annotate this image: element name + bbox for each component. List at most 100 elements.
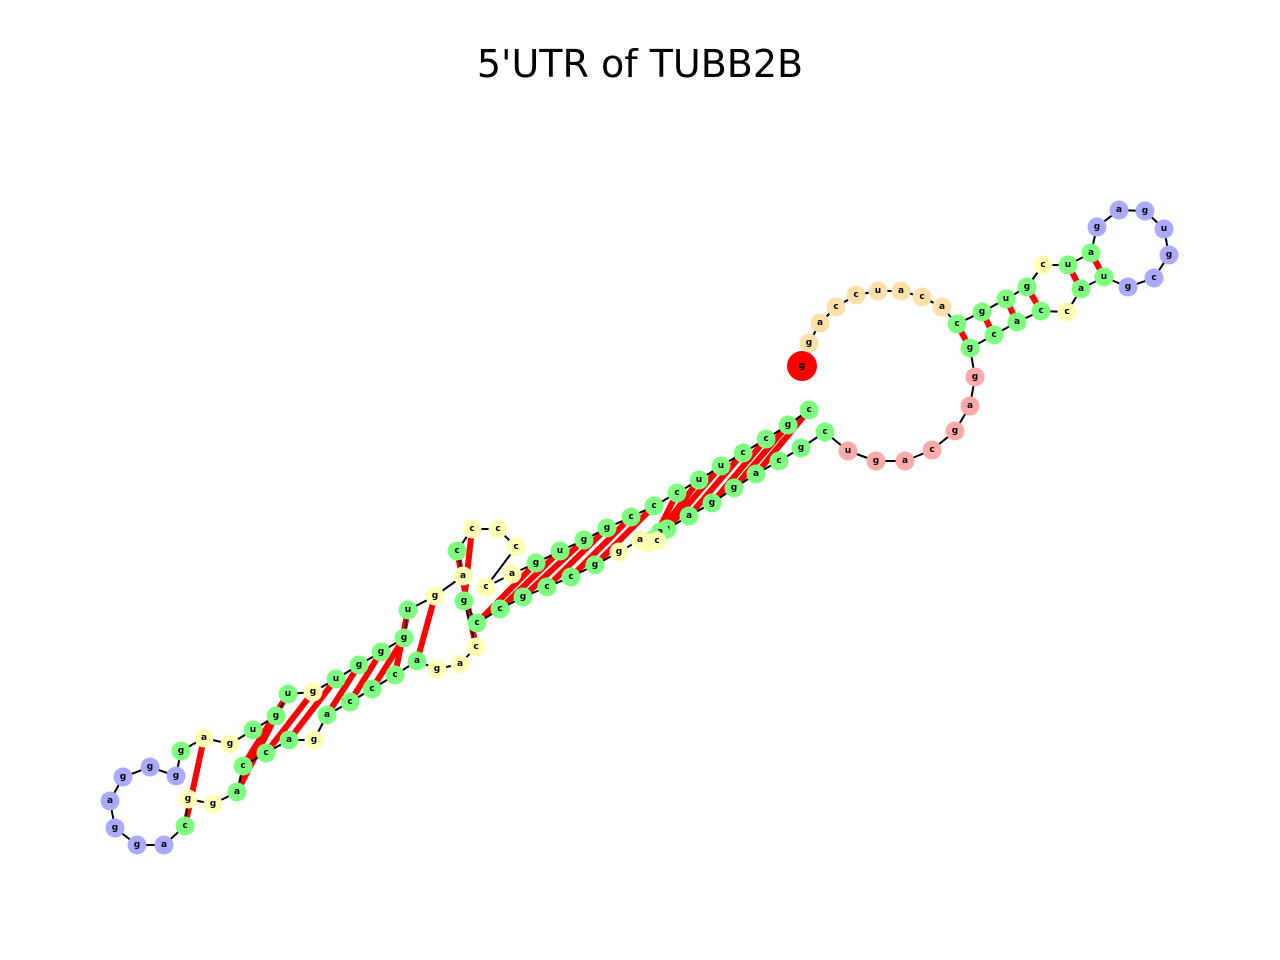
nucleotide-circle	[960, 396, 980, 416]
nucleotide-node: g	[171, 741, 191, 761]
nucleotide-node: a	[1109, 200, 1129, 220]
nucleotide-circle	[826, 297, 846, 317]
nucleotide-label: g	[616, 547, 622, 557]
nucleotide-label: c	[240, 761, 245, 771]
nucleotide-circle	[171, 741, 191, 761]
nucleotide-label: a	[967, 401, 973, 411]
nucleotide-node: g	[965, 367, 985, 387]
base-pair	[414, 595, 438, 662]
nucleotide-circle	[371, 642, 391, 662]
nucleotide-circle	[140, 757, 160, 777]
nucleotide-node: c	[826, 297, 846, 317]
nucleotide-circle	[984, 325, 1004, 345]
nucleotide-node: c	[846, 285, 866, 305]
base-pair	[592, 503, 657, 568]
nucleotide-node: c	[175, 816, 195, 836]
nucleotide-node: g	[1159, 245, 1179, 265]
nucleotide-circle	[1007, 312, 1027, 332]
nucleotide-label: g	[806, 338, 812, 348]
nucleotide-label: c	[347, 697, 352, 707]
nucleotide-label: a	[234, 787, 240, 797]
nucleotide-circle	[476, 577, 496, 597]
nucleotide-node: c	[490, 599, 510, 619]
nucleotide-label: a	[637, 535, 643, 545]
nucleotide-label: c	[1064, 307, 1069, 317]
nucleotide-label: g	[356, 660, 362, 670]
nucleotide-circle	[154, 835, 174, 855]
nucleotide-label: g	[1142, 206, 1148, 216]
nucleotide-label: g	[604, 523, 610, 533]
nucleotide-node: a	[227, 782, 247, 802]
nucleotide-node: u	[838, 441, 858, 461]
nucleotide-node: g	[178, 789, 198, 809]
nucleotide-label: c	[654, 536, 659, 546]
base-pair	[182, 737, 207, 827]
nucleotide-node: a	[1071, 279, 1091, 299]
nucleotide-circle	[526, 553, 546, 573]
nucleotide-circle	[453, 566, 473, 586]
nucleotide-label: u	[333, 674, 339, 684]
nucleotide-circle	[630, 530, 650, 550]
nucleotide-node: c	[488, 519, 508, 539]
nucleotide-label: u	[845, 446, 851, 456]
nucleotide-circle	[194, 728, 214, 748]
nucleotide-node: u	[1154, 219, 1174, 239]
nucleotide-label: g	[581, 535, 587, 545]
nucleotide-node: g	[866, 451, 886, 471]
nucleotide-circle	[303, 682, 323, 702]
nucleotide-label: g	[972, 372, 978, 382]
base-pair	[709, 437, 769, 505]
nucleotide-label: g	[378, 647, 384, 657]
nucleotide-node: g	[513, 587, 533, 607]
nucleotide-node: a	[450, 654, 470, 674]
nucleotide-label: g	[799, 361, 805, 371]
nucleotide-node: g	[791, 438, 811, 458]
nucleotide-circle	[175, 816, 195, 836]
nucleotide-circle	[965, 367, 985, 387]
nucleotide-label: a	[460, 571, 466, 581]
base-pair	[497, 548, 563, 612]
nucleotide-circle	[561, 567, 581, 587]
nucleotide-label: g	[979, 307, 985, 317]
nucleotide-node: g	[113, 767, 133, 787]
nucleotide-node: g	[427, 659, 447, 679]
nucleotide-label: c	[991, 330, 996, 340]
nucleotide-label: g	[273, 711, 279, 721]
nucleotide-node: g	[585, 555, 605, 575]
nucleotide-node: g	[166, 766, 186, 786]
nucleotide-circle	[1159, 245, 1179, 265]
nucleotide-node: c	[447, 541, 467, 561]
nucleotide-circle	[398, 600, 418, 620]
nucleotide-circle	[385, 665, 405, 685]
nucleotide-circle	[1031, 301, 1051, 321]
nucleotide-node: c	[647, 531, 667, 551]
base-pair	[286, 677, 339, 742]
nucleotide-label: c	[495, 524, 500, 534]
nucleotide-circle	[866, 451, 886, 471]
nucleotide-node: c	[561, 567, 581, 587]
nucleotide-circle	[256, 743, 276, 763]
nucleotide-circle	[647, 531, 667, 551]
nucleotide-node: a	[960, 396, 980, 416]
nucleotide-circle	[1071, 279, 1091, 299]
nucleotide-node: c	[462, 519, 482, 539]
nucleotide-circle	[220, 734, 240, 754]
nucleotide-circle	[621, 507, 641, 527]
nucleotide-circle	[644, 496, 664, 516]
nucleotide-circle	[996, 289, 1016, 309]
nucleotide-label: g	[112, 823, 118, 833]
nucleotide-node: c	[756, 429, 776, 449]
nucleotide-label: g	[709, 498, 715, 508]
nucleotide-node: c	[1033, 255, 1053, 275]
nucleotide-circle	[1109, 200, 1129, 220]
base-pair	[369, 636, 407, 691]
nucleotide-node: c	[1057, 302, 1077, 322]
nucleotide-circle	[407, 651, 427, 671]
nucleotide-circle	[178, 789, 198, 809]
nucleotide-node: a	[679, 506, 699, 526]
nucleotide-node: a	[630, 530, 650, 550]
nucleotide-label: a	[1116, 205, 1122, 215]
nucleotide-circle	[746, 464, 766, 484]
nucleotide-circle	[1094, 267, 1114, 287]
